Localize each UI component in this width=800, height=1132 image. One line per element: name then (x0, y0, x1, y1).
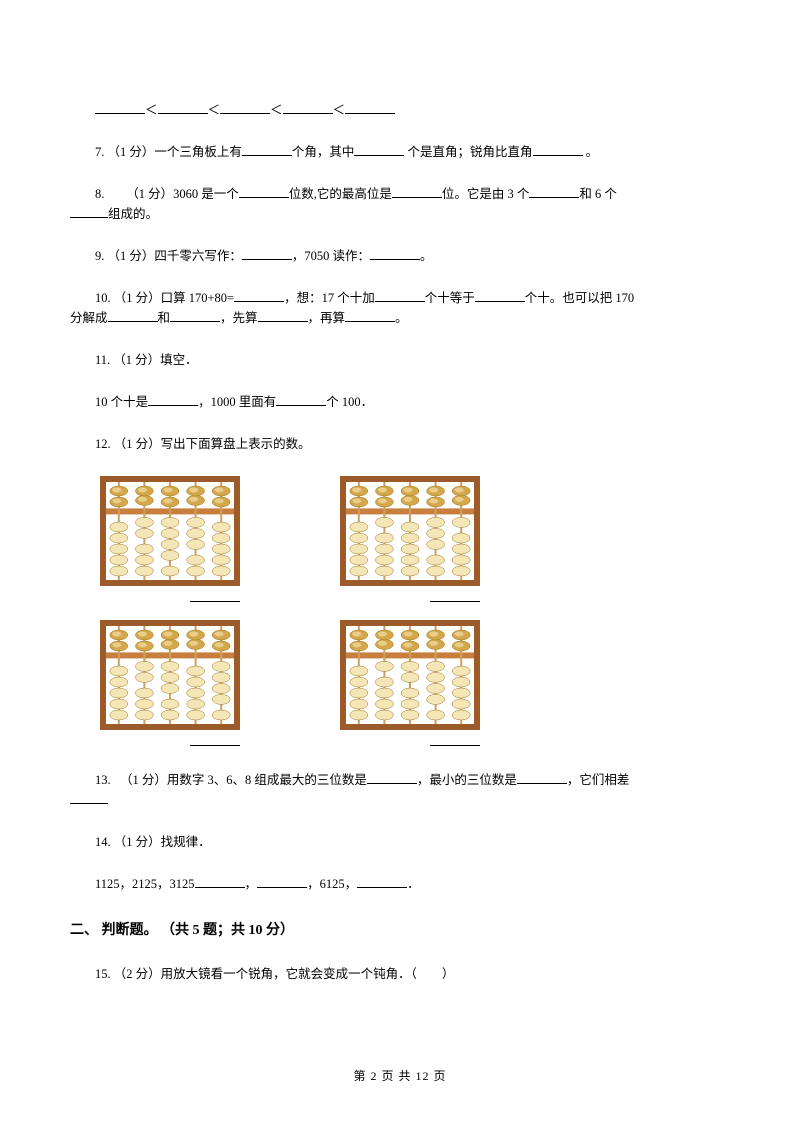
blank (345, 100, 395, 114)
blank (170, 308, 220, 322)
text: 位数,它的最高位是 (289, 187, 392, 201)
text: 。 (420, 249, 433, 263)
section-2-title: 二、 判断题。 （共 5 题；共 10 分） (70, 920, 730, 942)
blank (258, 308, 308, 322)
blank (234, 288, 284, 302)
text: ， (245, 877, 258, 891)
blank (375, 288, 425, 302)
q14-body: 1125，2125，3125 ， ，6125， ． (70, 874, 730, 894)
blank (70, 790, 108, 804)
text: 9. （1 分）四千零六写作： (95, 249, 242, 263)
q14-title: 14. （1 分）找规律． (70, 832, 730, 852)
text: 。 (395, 311, 408, 325)
text: 个十等于 (425, 291, 475, 305)
abacus-row-1 (100, 476, 730, 602)
text: 11. （1 分）填空． (95, 353, 198, 367)
q10: 10. （1 分）口算 170+80= ，想：17 个十加 个十等于 个十。也可以把 … (70, 288, 730, 328)
text: ，它们相差 (567, 773, 630, 787)
blank (70, 204, 108, 218)
abacus-image (100, 476, 240, 586)
q8: 8. （1 分）3060 是一个位数,它的最高位是位。它是由 3 个和 6 个 … (70, 184, 730, 224)
text: 个 100． (326, 395, 373, 409)
blank (430, 590, 480, 602)
q11-body: 10 个十是 ，1000 里面有 个 100． (70, 392, 730, 412)
blank (195, 874, 245, 888)
text: 个十。也可以把 170 (525, 291, 634, 305)
text: 组成的。 (108, 207, 158, 221)
text: ，最小的三位数是 (417, 773, 517, 787)
abacus-image (340, 620, 480, 730)
blank (239, 184, 289, 198)
text: 1125，2125，3125 (95, 877, 195, 891)
text: 10 个十是 (95, 395, 148, 409)
blank (392, 184, 442, 198)
lt-symbol: ＜ (333, 103, 346, 117)
blank (95, 100, 145, 114)
text: ，6125， (307, 877, 357, 891)
text: ，7050 读作： (292, 249, 370, 263)
blank (430, 734, 480, 746)
text: ，先算 (220, 311, 258, 325)
blank (276, 392, 326, 406)
q12: 12. （1 分）写出下面算盘上表示的数。 (70, 434, 730, 454)
text: 个是直角；锐角比直角 (404, 145, 532, 159)
blank (108, 308, 158, 322)
text: 。 (583, 145, 599, 159)
blank (354, 142, 404, 156)
blank (257, 874, 307, 888)
q15: 15. （2 分）用放大镜看一个锐角，它就会变成一个钝角．（ ） (70, 964, 730, 984)
blank (533, 142, 583, 156)
blank (370, 246, 420, 260)
text: 和 (158, 311, 171, 325)
q6-line: ＜ ＜ ＜ ＜ (70, 100, 730, 120)
abacus-image (100, 620, 240, 730)
blank (283, 100, 333, 114)
q7: 7. （1 分）一个三角板上有 个角，其中 个是直角；锐角比直角 。 (70, 142, 730, 162)
abacus-4 (340, 620, 480, 746)
page-content: ＜ ＜ ＜ ＜ 7. （1 分）一个三角板上有 个角，其中 个是直角；锐角比直角 。 8… (0, 0, 800, 1066)
text: ，再算 (308, 311, 346, 325)
blank (345, 308, 395, 322)
blank (357, 874, 407, 888)
q11-title: 11. （1 分）填空． (70, 350, 730, 370)
abacus-1 (100, 476, 240, 602)
blank (242, 142, 292, 156)
blank (475, 288, 525, 302)
text: ． (407, 877, 420, 891)
text: 分解成 (70, 311, 108, 325)
text: 12. （1 分）写出下面算盘上表示的数。 (95, 437, 311, 451)
text: 13. （1 分）用数字 3、6、8 组成最大的三位数是 (95, 773, 367, 787)
blank (220, 100, 270, 114)
text: ，想：17 个十加 (284, 291, 375, 305)
lt-symbol: ＜ (270, 103, 283, 117)
lt-symbol: ＜ (145, 103, 158, 117)
text: 10. （1 分）口算 170+80= (95, 291, 234, 305)
q13: 13. （1 分）用数字 3、6、8 组成最大的三位数是 ，最小的三位数是 ，它们相… (70, 770, 730, 810)
text: 7. （1 分）一个三角板上有 (95, 145, 242, 159)
blank (517, 770, 567, 784)
blank (190, 590, 240, 602)
blank (190, 734, 240, 746)
q9: 9. （1 分）四千零六写作： ，7050 读作： 。 (70, 246, 730, 266)
lt-symbol: ＜ (208, 103, 221, 117)
text: 个角，其中 (292, 145, 355, 159)
blank (148, 392, 198, 406)
text: 14. （1 分）找规律． (95, 835, 211, 849)
abacus-image (340, 476, 480, 586)
page-footer: 第 2 页 共 12 页 (0, 1067, 800, 1084)
abacus-2 (340, 476, 480, 602)
text: 8. （1 分）3060 是一个 (95, 187, 239, 201)
blank (367, 770, 417, 784)
blank (242, 246, 292, 260)
blank (529, 184, 579, 198)
abacus-3 (100, 620, 240, 746)
text: 和 6 个 (579, 187, 617, 201)
blank (158, 100, 208, 114)
text: ，1000 里面有 (198, 395, 276, 409)
text: 15. （2 分）用放大镜看一个锐角，它就会变成一个钝角．（ ） (95, 967, 454, 981)
text: 位。它是由 3 个 (442, 187, 530, 201)
abacus-row-2 (100, 620, 730, 746)
